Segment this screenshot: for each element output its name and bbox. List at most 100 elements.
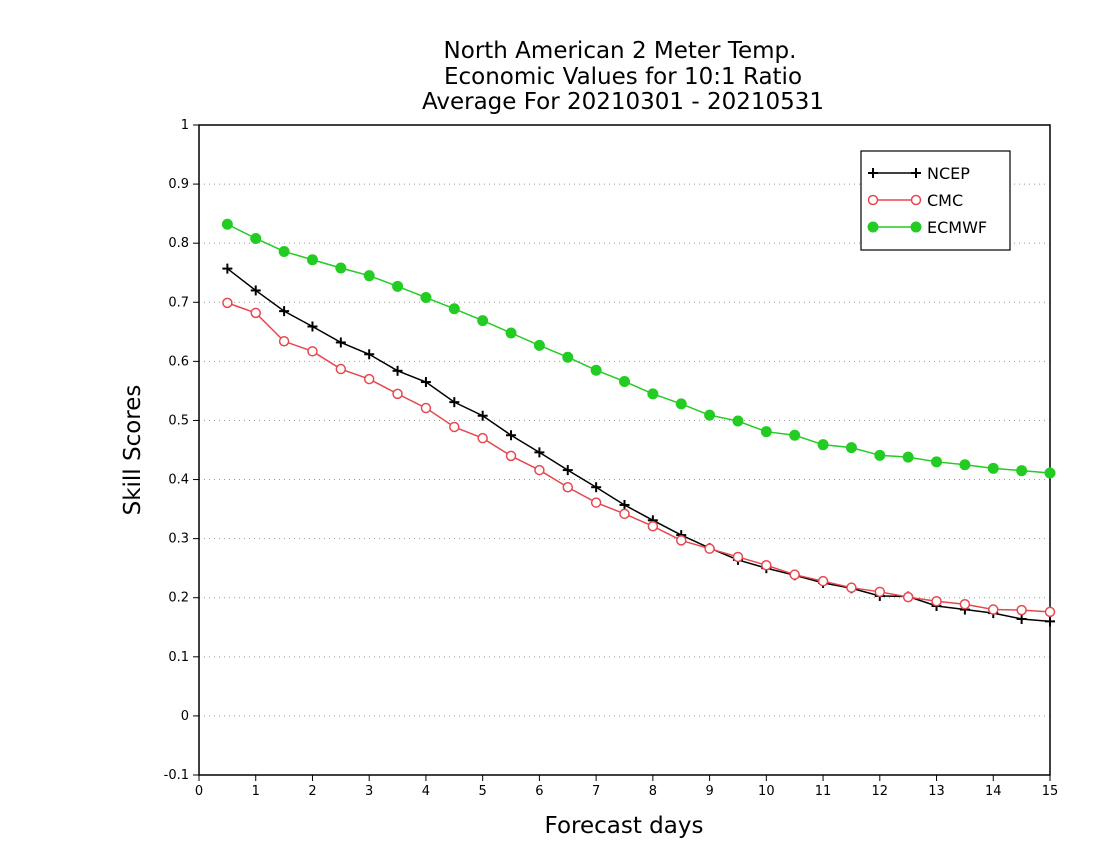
data-point-ecmwf (959, 459, 971, 471)
data-point-cmc (420, 402, 432, 414)
data-point-ecmwf (420, 292, 432, 304)
x-tick-label: 14 (985, 784, 1002, 799)
data-point-ncep (364, 349, 375, 360)
data-point-ecmwf (902, 451, 914, 463)
data-point-cmc (392, 388, 403, 400)
data-point-ecmwf (732, 415, 744, 427)
x-axis-title: Forecast days (545, 813, 704, 839)
y-tick-label: 0.2 (168, 591, 189, 606)
data-point-ecmwf (221, 218, 233, 230)
series-layer (221, 218, 1056, 627)
series-line-cmc (227, 302, 1051, 613)
data-point-ncep (250, 285, 261, 296)
data-point-ecmwf (931, 456, 943, 468)
legend-marker-ecmwf (910, 221, 922, 233)
data-point-cmc (704, 543, 715, 554)
data-point-ecmwf (278, 245, 290, 257)
data-point-ecmwf (1044, 467, 1056, 479)
data-point-cmc (335, 363, 347, 375)
data-point-cmc (647, 520, 659, 532)
data-point-ncep (619, 499, 630, 510)
data-point-cmc (959, 598, 971, 610)
y-tick-label: 0.4 (168, 473, 189, 488)
y-tick-label: 0.1 (168, 650, 189, 665)
legend-item-ecmwf: ECMWF (867, 218, 987, 237)
x-tick-label: 12 (872, 784, 889, 799)
data-point-cmc (874, 586, 886, 598)
series-ecmwf (221, 218, 1056, 479)
legend-marker-ncep (911, 168, 921, 178)
data-point-cmc (534, 464, 545, 476)
data-point-ecmwf (874, 449, 886, 461)
data-point-cmc (222, 297, 233, 309)
data-point-ecmwf (335, 262, 347, 274)
data-point-ncep (307, 321, 318, 332)
y-tick-label: 0.8 (168, 236, 189, 251)
series-line-ecmwf (227, 223, 1051, 474)
legend-marker-cmc (867, 194, 879, 206)
x-tick-label: 6 (535, 784, 543, 799)
x-tick-label: 13 (928, 784, 945, 799)
data-point-cmc (619, 508, 630, 520)
series-cmc (222, 297, 1056, 618)
data-point-cmc (846, 582, 857, 593)
data-point-ecmwf (987, 462, 999, 474)
y-tick-label: 0.5 (168, 413, 189, 428)
data-point-ecmwf (250, 232, 262, 244)
data-point-cmc (562, 481, 574, 493)
legend-label-ncep: NCEP (927, 164, 970, 183)
y-tick-label: -0.1 (164, 768, 189, 783)
data-point-cmc (675, 535, 687, 546)
chart-title: North American 2 Meter Temp. Economic Va… (422, 38, 824, 115)
data-point-cmc (363, 373, 375, 385)
data-point-ecmwf (704, 409, 716, 421)
data-point-ecmwf (448, 303, 460, 315)
data-point-cmc (477, 432, 488, 444)
legend-label-ecmwf: ECMWF (927, 218, 987, 237)
data-point-cmc (250, 307, 261, 319)
data-point-cmc (732, 551, 744, 563)
data-point-ecmwf (533, 339, 545, 351)
y-tick-label: 0.6 (168, 354, 189, 369)
chart-title-line-2: Economic Values for 10:1 Ratio (444, 64, 802, 90)
data-point-ncep (1045, 616, 1055, 627)
x-tick-label: 0 (195, 784, 203, 799)
x-tick-label: 1 (252, 784, 260, 799)
data-point-cmc (988, 604, 999, 615)
series-ncep (222, 263, 1055, 627)
data-point-ecmwf (789, 429, 801, 441)
y-tick-label: 0.7 (168, 295, 189, 310)
data-point-ncep (477, 410, 488, 421)
axis-layer: -0.100.10.20.30.40.50.60.70.80.910 1 2 3 4 5 6… (164, 118, 1059, 799)
data-point-ecmwf (477, 315, 489, 327)
data-point-ecmwf (306, 254, 318, 266)
data-point-cmc (1016, 604, 1027, 616)
legend-marker-cmc (910, 194, 922, 206)
data-point-cmc (761, 559, 772, 571)
x-tick-label: 9 (705, 784, 713, 799)
data-point-ecmwf (760, 426, 772, 438)
chart-title-line-3: Average For 20210301 - 20210531 (422, 89, 824, 115)
legend-item-ncep: NCEP (868, 164, 970, 183)
data-point-ecmwf (817, 439, 829, 451)
legend-label-cmc: CMC (927, 191, 963, 210)
data-point-cmc (817, 575, 829, 587)
data-point-ecmwf (562, 351, 574, 363)
legend-marker-ecmwf (867, 221, 879, 233)
data-point-cmc (590, 497, 602, 508)
data-point-ncep (279, 306, 290, 317)
data-point-cmc (902, 591, 914, 603)
y-tick-label: 0 (181, 709, 189, 724)
data-point-ncep (222, 263, 233, 274)
legend: NCEP CMC ECMWF (860, 150, 1011, 251)
data-point-cmc (449, 421, 460, 433)
data-point-ncep (392, 365, 403, 376)
x-tick-label: 3 (365, 784, 373, 799)
x-tick-label: 4 (422, 784, 430, 799)
data-point-ncep (534, 447, 545, 458)
x-tick-label: 10 (758, 784, 775, 799)
data-point-cmc (278, 336, 290, 347)
data-point-ecmwf (392, 280, 404, 292)
plot-frame (198, 124, 1051, 776)
